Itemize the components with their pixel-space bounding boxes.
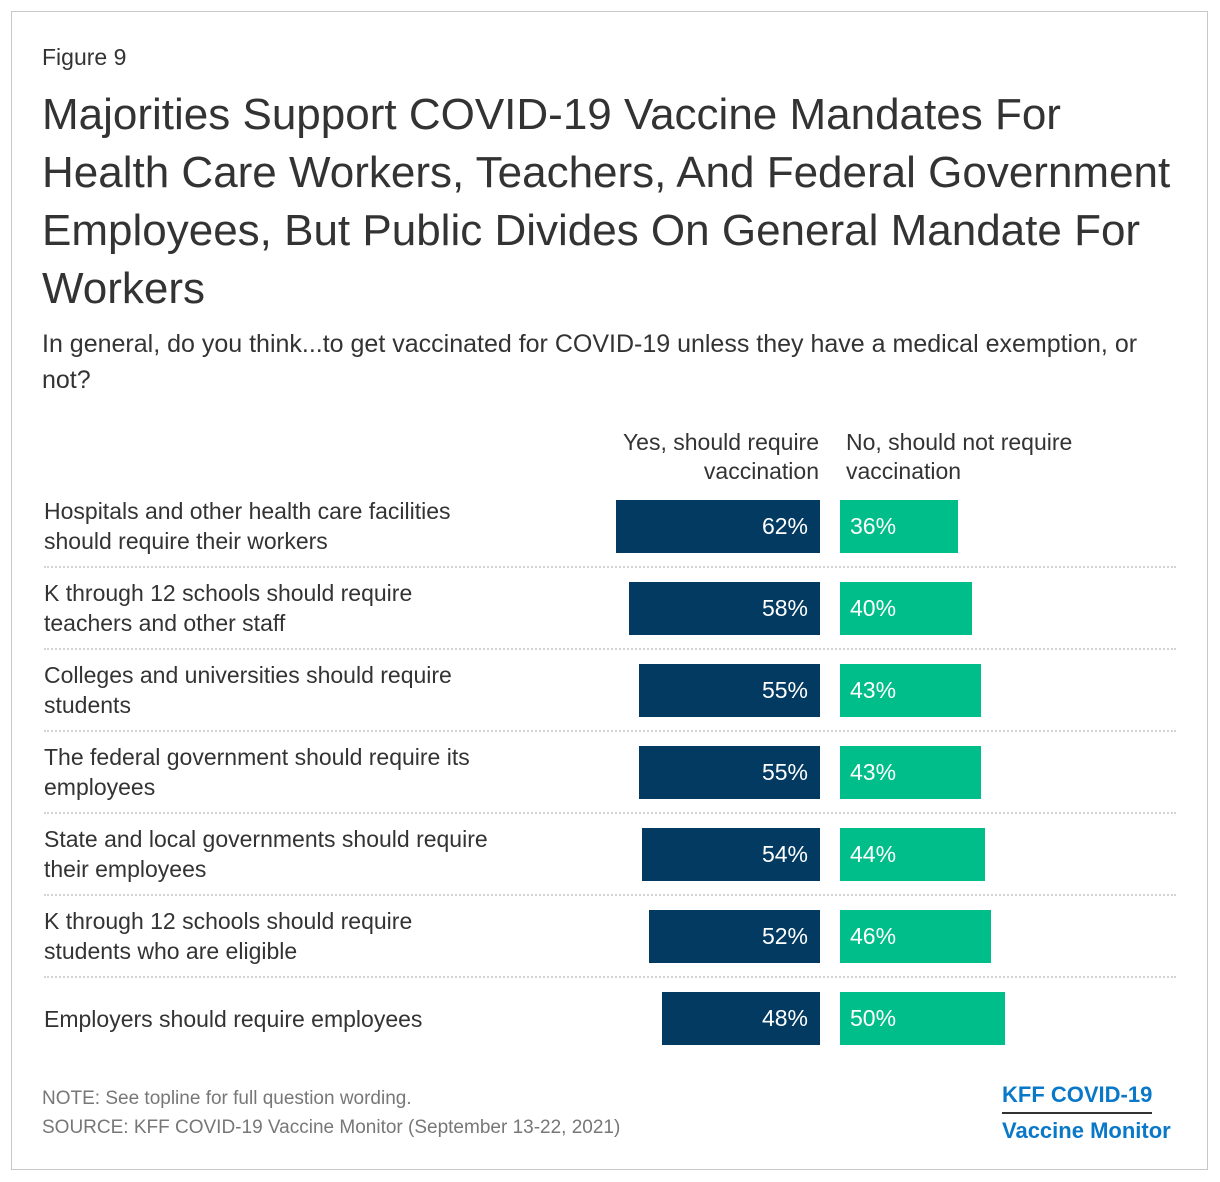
row-divider xyxy=(44,648,1176,650)
category-label: State and local governments should requi… xyxy=(44,826,488,882)
legend-no: No, should not require vaccination xyxy=(846,429,1073,484)
bar-no: 36% xyxy=(840,500,959,553)
data-label-no: 43 xyxy=(850,759,876,785)
bar-no: 44% xyxy=(840,828,985,881)
chart-title: Majorities Support COVID-19 Vaccine Mand… xyxy=(42,90,1171,313)
footnotes: NOTE: See topline for full question word… xyxy=(42,1084,620,1142)
bar-yes: 54% xyxy=(642,828,820,881)
row-divider xyxy=(44,976,1176,978)
category-label: The federal government should require it… xyxy=(44,744,470,800)
data-label-no: 36 xyxy=(850,513,876,539)
bar-yes: 52% xyxy=(648,910,820,963)
logo-line1: KFF COVID-19 xyxy=(1002,1078,1153,1114)
data-label-yes: 58 xyxy=(761,595,788,621)
figure-frame xyxy=(11,11,1208,1170)
bar-no: 50% xyxy=(840,992,1005,1045)
data-label-yes: 62 xyxy=(761,513,788,539)
bar-yes: 55% xyxy=(639,664,820,717)
category-label: K through 12 schools should require stud… xyxy=(44,908,413,964)
category-label: Hospitals and other health care faciliti… xyxy=(44,498,451,554)
source: SOURCE: KFF COVID-19 Vaccine Monitor (Se… xyxy=(42,1117,621,1138)
bar-yes: 48% xyxy=(662,992,820,1045)
row-divider xyxy=(44,730,1176,732)
chart-subtitle: In general, do you think...to get vaccin… xyxy=(42,330,1138,394)
bar-no: 40% xyxy=(840,582,972,635)
note: NOTE: See topline for full question word… xyxy=(42,1088,412,1109)
bar-no: 43% xyxy=(840,746,982,799)
data-label-yes: 48 xyxy=(761,1005,788,1031)
row-divider xyxy=(44,566,1176,568)
kff-logo: KFF COVID-19 Vaccine Monitor xyxy=(1002,1078,1171,1148)
row-divider xyxy=(44,894,1176,896)
bar-yes: 58% xyxy=(629,582,820,635)
data-label-no: 40 xyxy=(850,595,876,621)
category-label: Employers should require employees xyxy=(44,1006,423,1032)
data-label-yes: 55 xyxy=(761,759,788,785)
bar-yes: 62% xyxy=(616,500,820,553)
row-divider xyxy=(44,812,1176,814)
figure-label: Figure 9 xyxy=(42,44,127,70)
data-label-no: 44 xyxy=(850,841,876,867)
data-label-no: 43 xyxy=(850,677,876,703)
bar-no: 43% xyxy=(840,664,982,717)
data-label-yes: 55 xyxy=(761,677,788,703)
bar-no: 46% xyxy=(840,910,992,963)
data-label-no: 50 xyxy=(850,1005,876,1031)
data-label-yes: 52 xyxy=(761,923,788,949)
data-label-yes: 54 xyxy=(761,841,788,867)
bar-yes: 55% xyxy=(639,746,820,799)
data-label-no: 46 xyxy=(850,923,876,949)
category-label: Colleges and universities should require… xyxy=(44,662,452,718)
legend-yes: Yes, should require vaccination xyxy=(622,429,819,484)
logo-line2: Vaccine Monitor xyxy=(1002,1118,1171,1143)
category-label: K through 12 schools should require teac… xyxy=(44,580,413,636)
